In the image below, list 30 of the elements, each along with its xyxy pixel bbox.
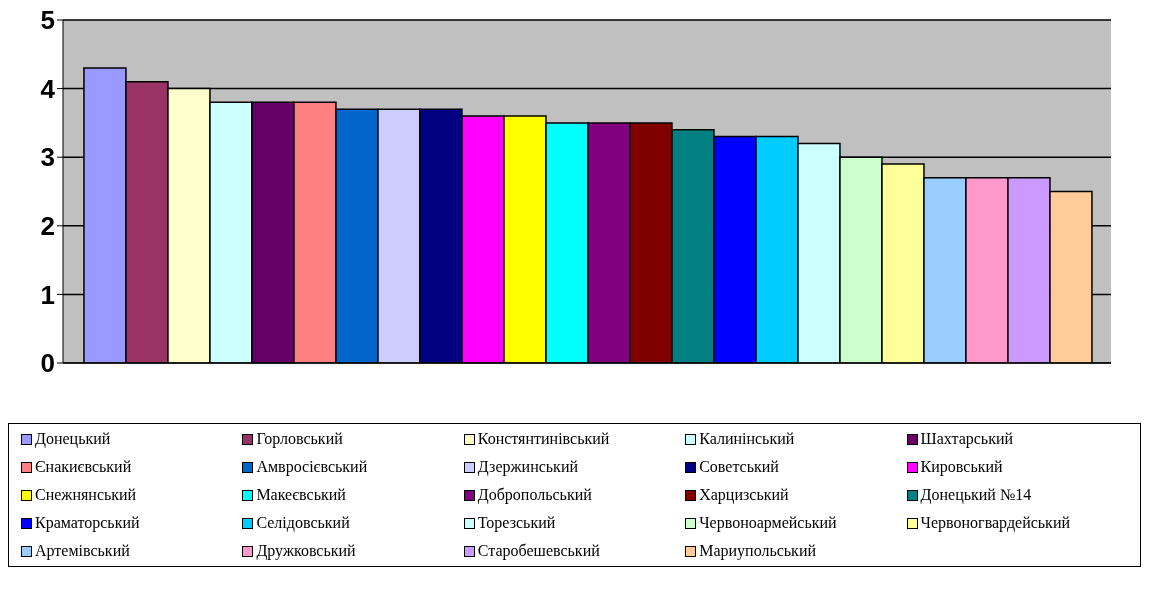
y-tick-label: 5 (40, 5, 55, 36)
legend-label: Мариупольський (699, 542, 817, 560)
legend-label: Червоногвардейський (920, 514, 1070, 532)
y-tick-label: 4 (40, 73, 56, 104)
legend-label: Селідовський (256, 514, 350, 532)
legend-label: Калинінський (699, 430, 795, 448)
legend-label: Амвросієвський (256, 458, 368, 476)
legend-label: Макеєвський (256, 486, 346, 504)
legend-label: Дзержинський (477, 458, 579, 476)
legend-label: Констянтинівський (477, 430, 610, 448)
legend-label: Снежнянський (35, 486, 137, 504)
y-tick-label: 0 (40, 348, 55, 379)
legend-label: Кировський (920, 458, 1003, 476)
y-tick-label: 3 (40, 142, 55, 173)
legend-label: Харцизський (699, 486, 789, 504)
legend-label: Донецький №14 (920, 486, 1032, 504)
legend-label: Дружковський (256, 542, 356, 560)
legend-label: Торезський (477, 514, 556, 532)
legend-label: Донецький (35, 430, 111, 448)
y-tick-label: 1 (40, 279, 55, 310)
y-tick-label: 2 (40, 211, 55, 242)
legend-label: Червоноармейський (699, 514, 837, 532)
legend-label: Горловський (256, 430, 343, 448)
legend-label: Єнакиєвський (35, 458, 132, 476)
legend-label: Краматорський (35, 514, 140, 532)
legend-label: Старобешевський (477, 542, 600, 560)
legend-label: Артемівський (35, 542, 130, 560)
legend-label: Советський (699, 458, 779, 476)
legend-label: Добропольський (477, 486, 592, 504)
legend-label: Шахтарський (920, 430, 1014, 448)
